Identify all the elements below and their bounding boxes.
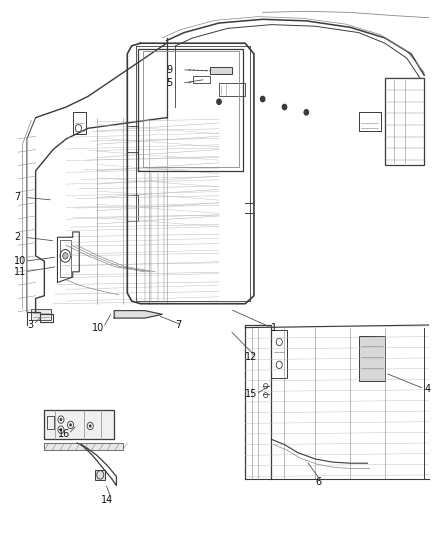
Circle shape (60, 418, 62, 421)
Circle shape (69, 423, 72, 426)
Text: 2: 2 (14, 232, 20, 243)
Circle shape (60, 428, 62, 431)
Text: 14: 14 (101, 495, 113, 505)
Text: 1: 1 (272, 322, 278, 333)
Circle shape (304, 110, 308, 115)
Circle shape (217, 99, 221, 104)
Polygon shape (44, 443, 123, 450)
Text: 10: 10 (92, 322, 105, 333)
Polygon shape (44, 410, 114, 439)
Circle shape (261, 96, 265, 102)
Text: 15: 15 (245, 389, 258, 399)
Text: 11: 11 (14, 267, 26, 277)
Text: 10: 10 (14, 256, 26, 266)
Text: 16: 16 (57, 429, 70, 439)
Text: 4: 4 (424, 384, 430, 394)
Polygon shape (95, 470, 106, 480)
Circle shape (63, 253, 68, 259)
Text: 3: 3 (27, 320, 33, 330)
Text: 7: 7 (14, 192, 20, 203)
Circle shape (283, 104, 287, 110)
Polygon shape (210, 67, 232, 74)
Text: 12: 12 (245, 352, 258, 362)
Text: 5: 5 (166, 78, 173, 88)
Text: 9: 9 (166, 65, 173, 75)
Text: 6: 6 (315, 477, 321, 487)
Polygon shape (359, 336, 385, 381)
Text: 7: 7 (175, 320, 182, 330)
Polygon shape (31, 309, 51, 320)
Polygon shape (114, 311, 162, 318)
Circle shape (89, 424, 92, 427)
